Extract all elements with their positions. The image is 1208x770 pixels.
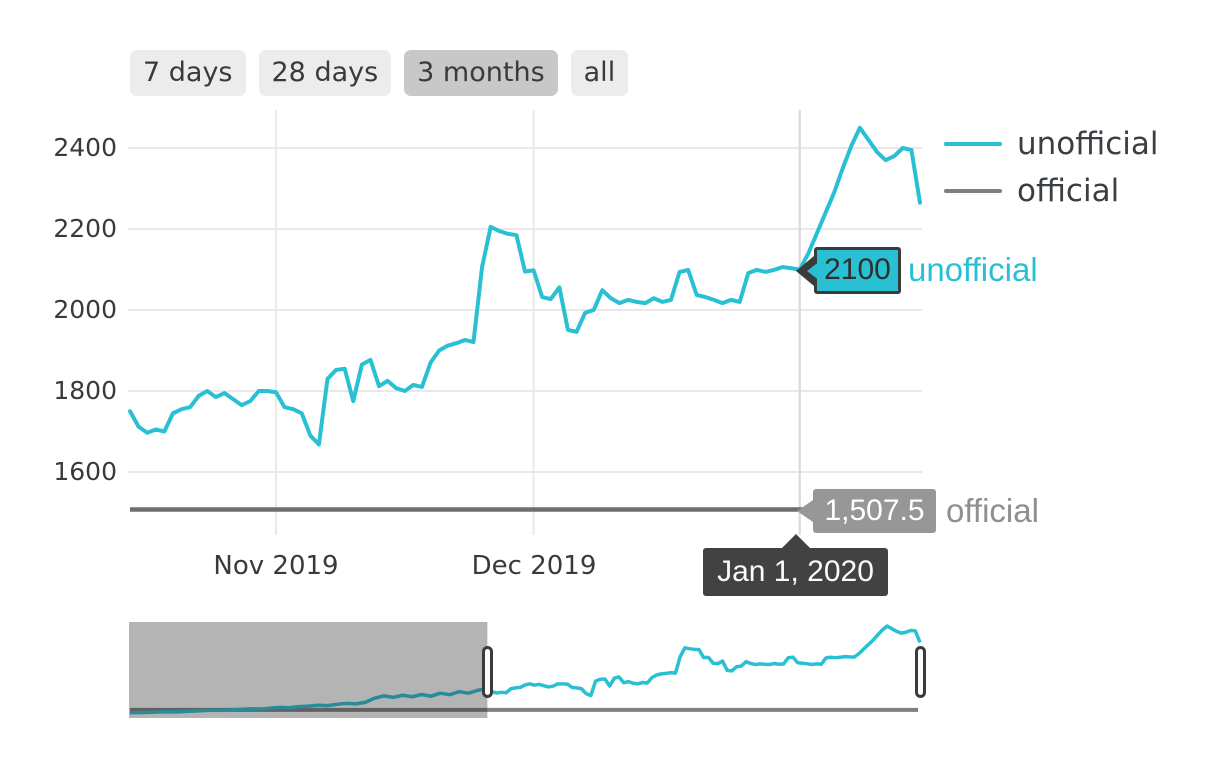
legend-item-official[interactable]: official xyxy=(944,167,1159,214)
tooltip-unofficial-series-label: unofficial xyxy=(908,251,1038,288)
navigator-handle-left[interactable] xyxy=(481,646,493,698)
unofficial-line-swatch xyxy=(944,141,1002,146)
x-axis-tick-nov-2019: Nov 2019 xyxy=(213,551,339,581)
tooltip-official-series-label: official xyxy=(946,492,1039,529)
y-axis-tick-2400: 2400 xyxy=(53,133,117,162)
tooltip-official-value: 1,507.5 xyxy=(813,489,936,533)
range-button-28-days[interactable]: 28 days xyxy=(258,50,392,96)
tooltip-date: Jan 1, 2020 xyxy=(703,534,888,596)
range-button-7-days[interactable]: 7 days xyxy=(130,50,246,96)
x-axis-tick-dec-2019: Dec 2019 xyxy=(471,551,597,581)
y-axis-tick-1800: 1800 xyxy=(53,376,117,405)
legend-label-unofficial: unofficial xyxy=(1017,125,1159,162)
legend-label-official: official xyxy=(1017,172,1120,209)
official-line-swatch xyxy=(944,188,1002,193)
range-button-all[interactable]: all xyxy=(570,50,629,96)
y-axis-tick-2000: 2000 xyxy=(53,295,117,324)
range-selector-buttons: 7 days 28 days 3 months all xyxy=(130,50,629,96)
y-axis-tick-1600: 1600 xyxy=(53,457,117,486)
tooltip-unofficial-value: 2100 xyxy=(814,247,901,294)
legend-item-unofficial[interactable]: unofficial xyxy=(944,120,1159,167)
y-axis-tick-2200: 2200 xyxy=(53,214,117,243)
navigator-handle-right[interactable] xyxy=(914,646,926,698)
legend: unofficial official xyxy=(944,120,1159,214)
range-button-3-months[interactable]: 3 months xyxy=(404,50,558,96)
